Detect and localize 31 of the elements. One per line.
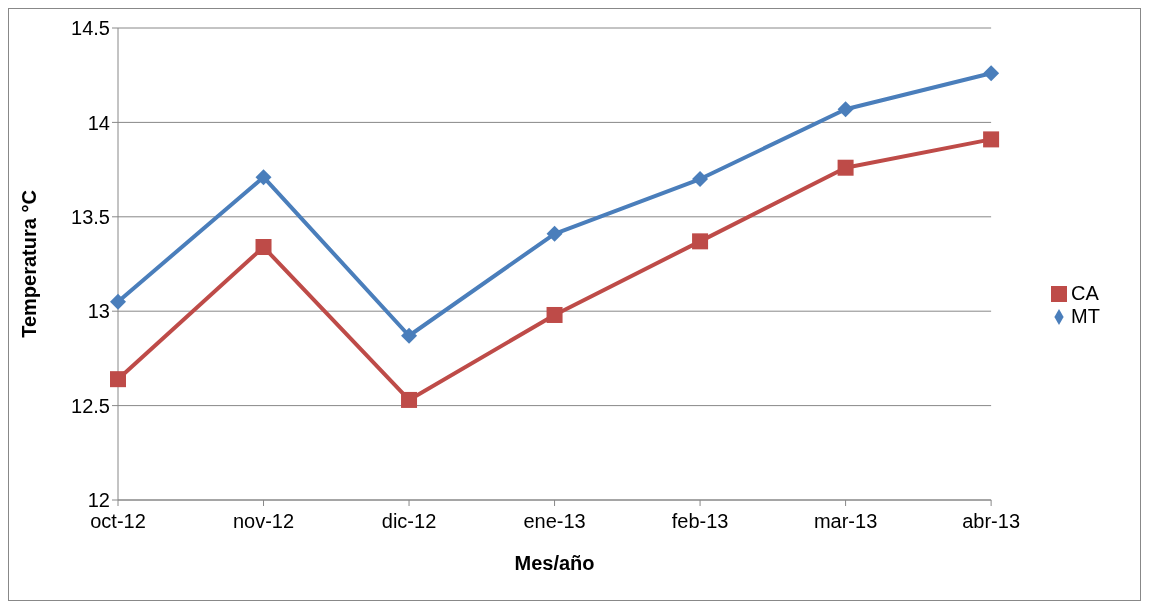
point — [983, 65, 1000, 82]
point — [837, 101, 854, 118]
point — [546, 225, 563, 242]
point — [110, 293, 126, 310]
y-tick-label: 14 — [87, 111, 110, 134]
x-tick-label: abr-13 — [962, 510, 1021, 533]
point — [983, 131, 1000, 148]
x-tick-label: nov-12 — [232, 510, 295, 533]
y-tick-label: 13.5 — [71, 205, 110, 228]
point — [837, 159, 854, 176]
point — [401, 327, 418, 344]
legend-label: CA — [1071, 281, 1099, 304]
point — [546, 306, 563, 323]
x-tick-label: ene-13 — [523, 510, 586, 533]
legend-label: MT — [1071, 304, 1100, 327]
point — [110, 371, 126, 388]
y-tick-label: 13 — [87, 300, 110, 323]
x-tick-label: dic-12 — [381, 510, 437, 533]
point — [692, 171, 709, 188]
y-axis-title: Temperatura °C — [18, 190, 41, 338]
point — [692, 233, 709, 250]
point — [401, 391, 418, 408]
x-tick-label: feb-13 — [671, 510, 729, 533]
x-tick-label: oct-12 — [90, 510, 146, 533]
y-tick-label: 14.5 — [71, 17, 110, 40]
x-axis-title: Mes/año — [514, 552, 595, 574]
x-tick-label: mar-13 — [813, 510, 878, 533]
y-tick-label: 12.5 — [71, 394, 110, 417]
y-tick-label: 12 — [87, 489, 110, 512]
point — [255, 169, 272, 186]
point — [255, 239, 272, 256]
